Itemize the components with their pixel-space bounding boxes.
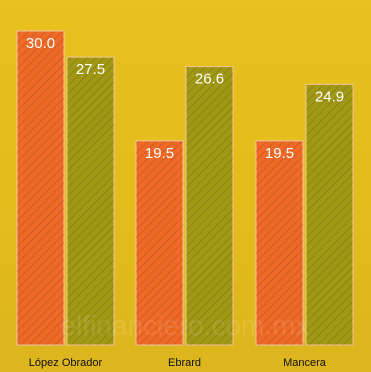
category-label-2: Mancera xyxy=(283,357,327,369)
value-label-0-0: 30.0 xyxy=(26,35,55,52)
category-label-0: López Obrador xyxy=(29,357,103,369)
category-label-1: Ebrard xyxy=(168,357,201,369)
value-label-1-0: 19.5 xyxy=(145,145,174,162)
value-label-0-1: 27.5 xyxy=(76,61,105,78)
value-label-1-1: 26.6 xyxy=(195,71,224,88)
bar-hatch-2-1 xyxy=(306,84,353,345)
bar-hatch-0-0 xyxy=(17,31,64,345)
watermark-text: elfinanciero.com.mx xyxy=(61,310,310,341)
hatch-overlay xyxy=(17,31,353,346)
bar-hatch-0-1 xyxy=(67,57,114,346)
bar-hatch-1-1 xyxy=(186,66,233,345)
bar-hatch-1-0 xyxy=(136,140,183,345)
category-labels: López Obrador Ebrard Mancera xyxy=(29,357,327,369)
value-label-2-1: 24.9 xyxy=(315,88,344,105)
value-labels: 30.0 27.5 19.5 26.6 19.5 24.9 xyxy=(26,35,344,162)
value-label-2-0: 19.5 xyxy=(265,145,294,162)
bar-hatch-2-0 xyxy=(256,140,303,345)
